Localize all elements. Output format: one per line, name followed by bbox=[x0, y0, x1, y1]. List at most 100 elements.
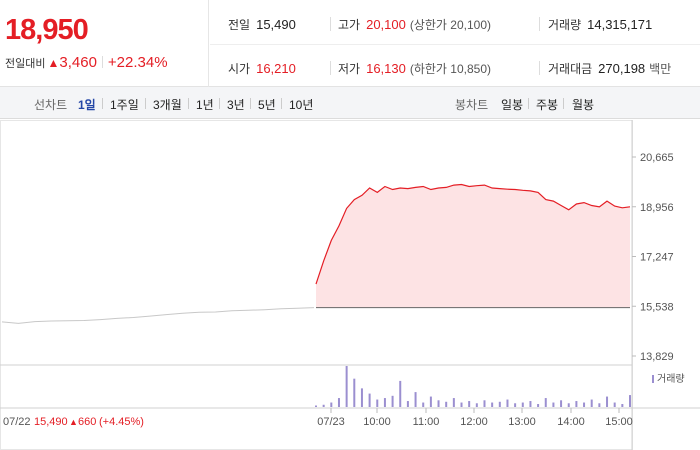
volume-bar bbox=[629, 395, 631, 407]
stat-label: 거래대금 bbox=[548, 62, 593, 76]
x-tick-label: 13:00 bbox=[508, 416, 536, 428]
volume-bar bbox=[498, 401, 501, 407]
volume-bar bbox=[575, 401, 578, 407]
volume-bar bbox=[322, 404, 325, 407]
volume-bar bbox=[468, 401, 471, 407]
stat-prev-close: 전일 15,490 bbox=[228, 16, 296, 33]
row-divider bbox=[210, 44, 700, 45]
tab-divider bbox=[102, 98, 103, 109]
tab-5years[interactable]: 5년 bbox=[258, 98, 276, 112]
volume-bar bbox=[544, 398, 547, 407]
volume-bar bbox=[567, 403, 570, 407]
volume-bar bbox=[376, 399, 379, 407]
x-tick-label: 15:00 bbox=[605, 416, 633, 428]
stat-divider bbox=[539, 61, 540, 75]
tab-daily-candle[interactable]: 일봉 bbox=[501, 98, 524, 112]
volume-bar bbox=[590, 399, 593, 407]
volume-bar bbox=[521, 402, 524, 407]
stat-high: 고가 20,100 (상한가 20,100) bbox=[338, 16, 491, 33]
volume-bar bbox=[452, 398, 455, 407]
intraday-chart: 20,665 18,956 17,247 15,538 13,829 07/23 10:0… bbox=[0, 120, 700, 450]
stat-low: 저가 16,130 (하한가 10,850) bbox=[338, 60, 491, 77]
y-axis: 20,665 18,956 17,247 15,538 13,829 bbox=[632, 152, 674, 363]
volume-bar bbox=[475, 403, 478, 407]
tab-3years[interactable]: 3년 bbox=[227, 98, 245, 112]
volume-bar bbox=[514, 403, 517, 407]
tab-divider bbox=[281, 98, 282, 109]
volume-bar bbox=[606, 396, 609, 407]
stat-unit: 백만 bbox=[649, 62, 672, 76]
volume-bar bbox=[529, 401, 532, 407]
volume-bar bbox=[460, 402, 463, 407]
tab-3months[interactable]: 3개월 bbox=[153, 98, 182, 112]
volume-bar bbox=[330, 402, 333, 407]
quote-header: 18,950 전일대비 ▲3,460 +22.34% 전일 15,490 고가 20,1… bbox=[0, 0, 700, 87]
stat-sub: (하한가 10,850) bbox=[409, 62, 492, 76]
tab-1week[interactable]: 1주일 bbox=[110, 98, 139, 112]
price-box: 18,950 전일대비 ▲3,460 +22.34% bbox=[0, 0, 209, 87]
prev-day-date: 07/22 bbox=[3, 416, 31, 428]
y-tick-label: 20,665 bbox=[640, 152, 674, 164]
stat-open: 시가 16,210 bbox=[228, 60, 296, 77]
change-amount: 3,460 bbox=[59, 54, 97, 71]
stat-label: 고가 bbox=[338, 18, 361, 32]
stat-value: 15,490 bbox=[256, 17, 296, 32]
line-chart-label: 선차트 bbox=[34, 98, 68, 112]
volume-bar bbox=[345, 366, 348, 407]
tab-divider bbox=[528, 98, 529, 109]
volume-bar bbox=[537, 404, 540, 407]
prev-day-price-line bbox=[1, 307, 315, 324]
volume-bar bbox=[315, 405, 317, 407]
x-tick-label: 12:00 bbox=[460, 416, 488, 428]
price-line bbox=[315, 183, 631, 285]
x-tick-label: 10:00 bbox=[363, 416, 391, 428]
tab-weekly-candle[interactable]: 주봉 bbox=[536, 98, 559, 112]
volume-bar bbox=[360, 388, 363, 407]
current-price: 18,950 bbox=[5, 14, 89, 46]
stat-divider bbox=[539, 17, 540, 31]
change-divider bbox=[101, 56, 103, 68]
volume-bar bbox=[491, 402, 494, 407]
tab-divider bbox=[188, 98, 189, 109]
x-tick-label: 14:00 bbox=[557, 416, 585, 428]
prev-day-label: 07/22 15,490 ▲ 660 (+4.45%) bbox=[3, 416, 144, 428]
volume-bar bbox=[583, 402, 586, 407]
stat-sub: (상한가 20,100) bbox=[409, 18, 492, 32]
tab-1day[interactable]: 1일 bbox=[78, 98, 96, 112]
prev-day-price: 15,490 bbox=[34, 416, 68, 428]
volume-bar bbox=[422, 402, 425, 407]
volume-bar bbox=[506, 399, 509, 407]
tab-divider bbox=[219, 98, 220, 109]
prev-day-change: 660 bbox=[78, 416, 96, 428]
volume-legend-swatch bbox=[652, 375, 654, 383]
x-tick-label: 11:00 bbox=[413, 416, 440, 428]
volume-bar bbox=[445, 401, 448, 407]
volume-bar bbox=[353, 378, 356, 407]
change-label: 전일대비 bbox=[5, 58, 46, 70]
stat-value: 16,210 bbox=[256, 61, 296, 76]
tab-divider bbox=[250, 98, 251, 109]
volume-bar bbox=[399, 380, 402, 407]
stat-amount: 거래대금 270,198 백만 bbox=[548, 60, 671, 77]
volume-bar bbox=[429, 396, 432, 407]
y-tick-label: 15,538 bbox=[640, 301, 674, 313]
stat-divider bbox=[330, 61, 331, 75]
volume-bar bbox=[613, 402, 616, 407]
stat-volume: 거래량 14,315,171 bbox=[548, 16, 652, 33]
volume-bar bbox=[391, 395, 394, 407]
stat-value: 16,130 bbox=[366, 61, 406, 76]
stat-label: 시가 bbox=[228, 62, 251, 76]
tab-10years[interactable]: 10년 bbox=[289, 98, 314, 112]
tab-1year[interactable]: 1년 bbox=[196, 98, 214, 112]
volume-bar bbox=[621, 404, 624, 407]
volume-bars bbox=[315, 366, 631, 407]
tab-monthly-candle[interactable]: 월봉 bbox=[572, 98, 595, 112]
price-area-fill bbox=[316, 184, 630, 308]
y-tick-label: 17,247 bbox=[640, 252, 674, 264]
volume-bar bbox=[483, 400, 486, 407]
candle-chart-label: 봉차트 bbox=[455, 98, 489, 112]
stat-value: 14,315,171 bbox=[587, 17, 653, 32]
volume-bar bbox=[437, 400, 440, 407]
y-tick-label: 13,829 bbox=[640, 351, 674, 363]
volume-bar bbox=[560, 400, 563, 407]
